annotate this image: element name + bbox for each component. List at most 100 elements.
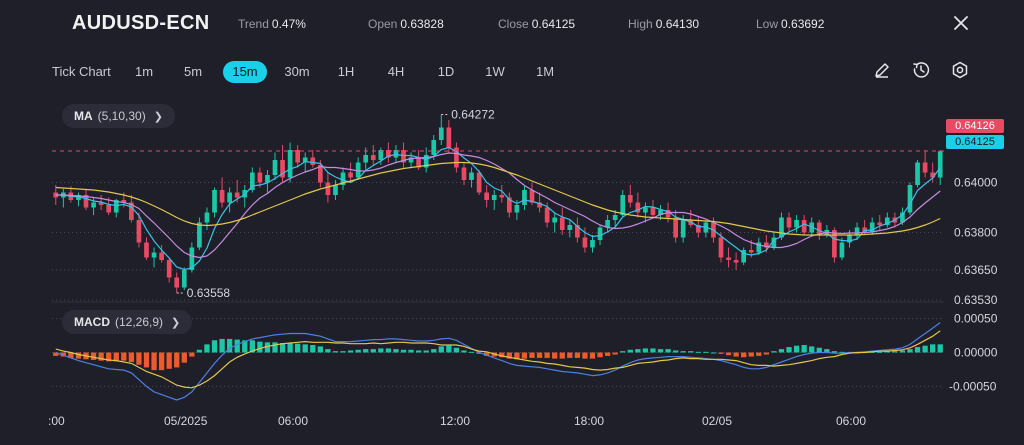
- candle-body: [794, 220, 799, 228]
- candle-body: [877, 222, 883, 225]
- candle-body: [378, 150, 384, 160]
- macd-histogram-bar: [204, 344, 210, 353]
- stat-label: Open: [368, 17, 398, 31]
- macd-histogram-bar: [627, 349, 633, 353]
- macd-histogram-bar: [340, 351, 346, 353]
- pencil-icon[interactable]: [872, 60, 892, 80]
- close-icon[interactable]: [950, 12, 972, 34]
- candle-body: [559, 217, 565, 230]
- macd-histogram-bar: [446, 345, 452, 353]
- ma-line-ma5: [55, 146, 941, 271]
- candle-body: [764, 242, 769, 248]
- macd-histogram-bar: [453, 347, 460, 353]
- candle-body: [620, 195, 626, 215]
- tab-timeframe-1d[interactable]: 1D: [437, 64, 455, 79]
- macd-histogram-bar: [695, 351, 701, 353]
- indicator-lines: [55, 146, 941, 401]
- candle-body: [280, 160, 285, 178]
- candle-body: [552, 217, 558, 223]
- tab-timeframe-30m[interactable]: 30m: [284, 64, 310, 79]
- macd-histogram-bar: [839, 351, 845, 353]
- candle-body: [801, 220, 807, 233]
- macd-histogram-bar: [370, 349, 376, 353]
- macd-histogram-bar: [325, 349, 331, 353]
- symbol-title: AUDUSD-ECN: [72, 12, 210, 34]
- tab-timeframe-1m-month[interactable]: 1M: [535, 64, 555, 79]
- candle-body: [408, 157, 414, 163]
- macd-indicator-pill[interactable]: MACD (12,26,9) ❯: [62, 310, 193, 334]
- candle-body: [333, 185, 338, 195]
- candle-body: [779, 217, 784, 238]
- candle-body: [575, 225, 580, 238]
- macd-histogram-bar: [499, 352, 505, 358]
- macd-histogram-bar: [249, 340, 255, 353]
- candle-body: [635, 202, 641, 213]
- candle-body: [83, 195, 89, 208]
- macd-histogram-bar: [521, 352, 528, 359]
- macd-histogram-bar: [657, 349, 664, 353]
- candle-body: [446, 127, 452, 148]
- candle-body: [643, 207, 648, 213]
- macd-histogram-bar: [733, 352, 739, 357]
- macd-histogram-bar: [620, 351, 626, 353]
- candle-body: [302, 157, 308, 163]
- macd-histogram-bar: [756, 352, 762, 356]
- y-axis-tick-label: 0.64000: [954, 176, 998, 190]
- macd-histogram-bar: [899, 350, 906, 353]
- candle-body: [680, 220, 686, 238]
- candle-body: [786, 217, 792, 228]
- macd-histogram-bar: [393, 349, 399, 353]
- macd-histogram-bar: [257, 341, 263, 353]
- tab-timeframe-5m[interactable]: 5m: [183, 64, 203, 79]
- macd-axis-tick-label: 0.00050: [954, 312, 998, 326]
- macd-histogram-bar: [279, 343, 286, 353]
- candle-body: [401, 150, 406, 163]
- macd-histogram-bar: [748, 352, 754, 357]
- candle-body: [91, 202, 96, 208]
- macd-histogram-bar: [642, 348, 649, 353]
- candle-body: [605, 220, 610, 228]
- candle-body: [53, 192, 59, 198]
- macd-histogram-bar: [574, 352, 581, 358]
- candle-body: [106, 205, 112, 213]
- timer-icon[interactable]: [911, 60, 931, 80]
- candle-body: [325, 182, 331, 195]
- macd-histogram-bar: [741, 352, 747, 358]
- tab-timeframe-4h[interactable]: 4H: [387, 64, 405, 79]
- candle-body: [907, 185, 913, 213]
- macd-histogram-bar: [438, 346, 444, 353]
- candle-body: [884, 217, 890, 225]
- candle-body: [816, 222, 822, 235]
- x-axis-tick-label: 06:00: [836, 414, 866, 428]
- macd-histogram-bar: [552, 352, 558, 359]
- macd-histogram-bar: [793, 345, 800, 353]
- tab-timeframe-1h[interactable]: 1H: [337, 64, 355, 79]
- settings-icon[interactable]: [950, 60, 970, 80]
- candle-body: [129, 202, 134, 220]
- candle-body: [658, 210, 663, 215]
- macd-histogram-bar: [892, 351, 898, 353]
- macd-histogram: [53, 338, 943, 371]
- tab-timeframe-15m[interactable]: 15m: [223, 61, 267, 83]
- y-axis-labels: 0.64000 0.63800 0.63650 0.63530 0.00050 0.000…: [949, 176, 998, 394]
- macd-histogram-bar: [672, 350, 679, 353]
- macd-histogram-bar: [136, 352, 142, 365]
- candle-body: [597, 227, 603, 240]
- macd-histogram-bar: [174, 352, 180, 368]
- macd-histogram-bar: [317, 346, 324, 353]
- chart-type-button[interactable]: Tick Chart: [52, 64, 111, 79]
- ma-indicator-pill[interactable]: MA (5,10,30) ❯: [62, 104, 175, 128]
- macd-histogram-bar: [68, 352, 74, 358]
- macd-histogram-bar: [688, 351, 694, 353]
- x-axis-tick-label: :00: [48, 414, 65, 428]
- tab-timeframe-1w[interactable]: 1W: [485, 64, 505, 79]
- tab-timeframe-1m[interactable]: 1m: [134, 64, 154, 79]
- macd-histogram-bar: [710, 352, 717, 354]
- macd-histogram-bar: [491, 352, 497, 357]
- macd-histogram-bar: [400, 349, 407, 353]
- candle-body: [869, 222, 875, 233]
- macd-histogram-bar: [378, 348, 384, 353]
- macd-histogram-bar: [242, 340, 248, 353]
- x-axis-tick-label: 12:00: [440, 414, 470, 428]
